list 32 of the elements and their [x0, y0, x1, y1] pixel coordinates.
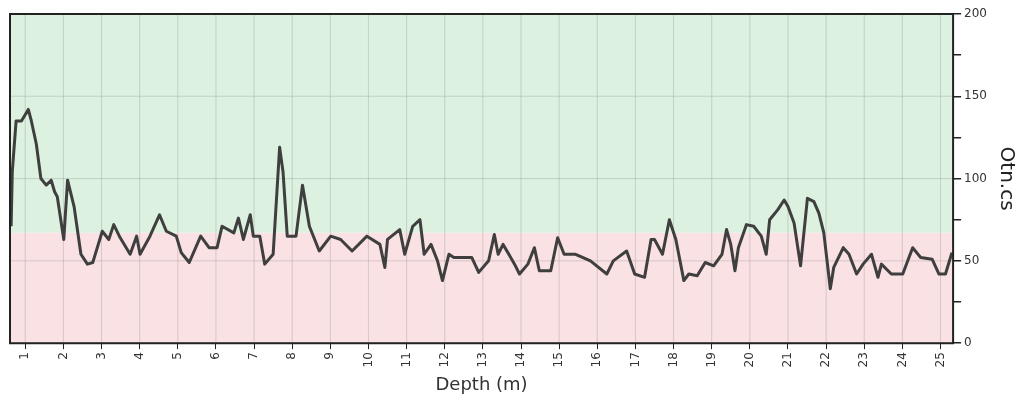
x-tick-label: 13	[475, 352, 490, 368]
x-tick-label: 2	[55, 352, 70, 360]
x-tick-label: 16	[589, 352, 604, 368]
x-tick-label: 17	[627, 352, 642, 368]
y-tick-label: 150	[964, 88, 987, 103]
x-tick-label: 14	[513, 352, 528, 368]
x-tick-label: 15	[551, 352, 566, 368]
x-tick-label: 23	[856, 352, 871, 368]
x-tick-label: 1	[17, 352, 32, 360]
y-tick-label: 0	[964, 335, 972, 350]
x-tick-label: 6	[208, 352, 223, 360]
x-tick-label: 24	[894, 352, 909, 368]
x-tick-label: 18	[665, 352, 680, 368]
x-tick-label: 20	[741, 352, 756, 368]
x-tick-label: 22	[818, 352, 833, 368]
x-tick-label: 25	[932, 352, 947, 368]
x-tick-label: 9	[322, 352, 337, 360]
x-tick-label: 12	[436, 352, 451, 368]
y-tick-label: 50	[964, 252, 980, 267]
x-tick-label: 19	[703, 352, 718, 368]
x-tick-label: 4	[131, 352, 146, 360]
x-tick-label: 5	[169, 352, 184, 360]
y-tick-label: 200	[964, 6, 987, 21]
y-axis-title: Otn.cs	[995, 146, 1020, 211]
x-tick-label: 11	[398, 352, 413, 368]
x-tick-label: 3	[93, 352, 108, 360]
x-tick-label: 10	[360, 352, 375, 368]
x-tick-label: 7	[246, 352, 261, 360]
x-tick-label: 8	[284, 352, 299, 360]
y-tick-label: 100	[964, 170, 987, 185]
x-tick-label: 21	[780, 352, 795, 368]
x-axis-title: Depth (m)	[435, 372, 528, 394]
